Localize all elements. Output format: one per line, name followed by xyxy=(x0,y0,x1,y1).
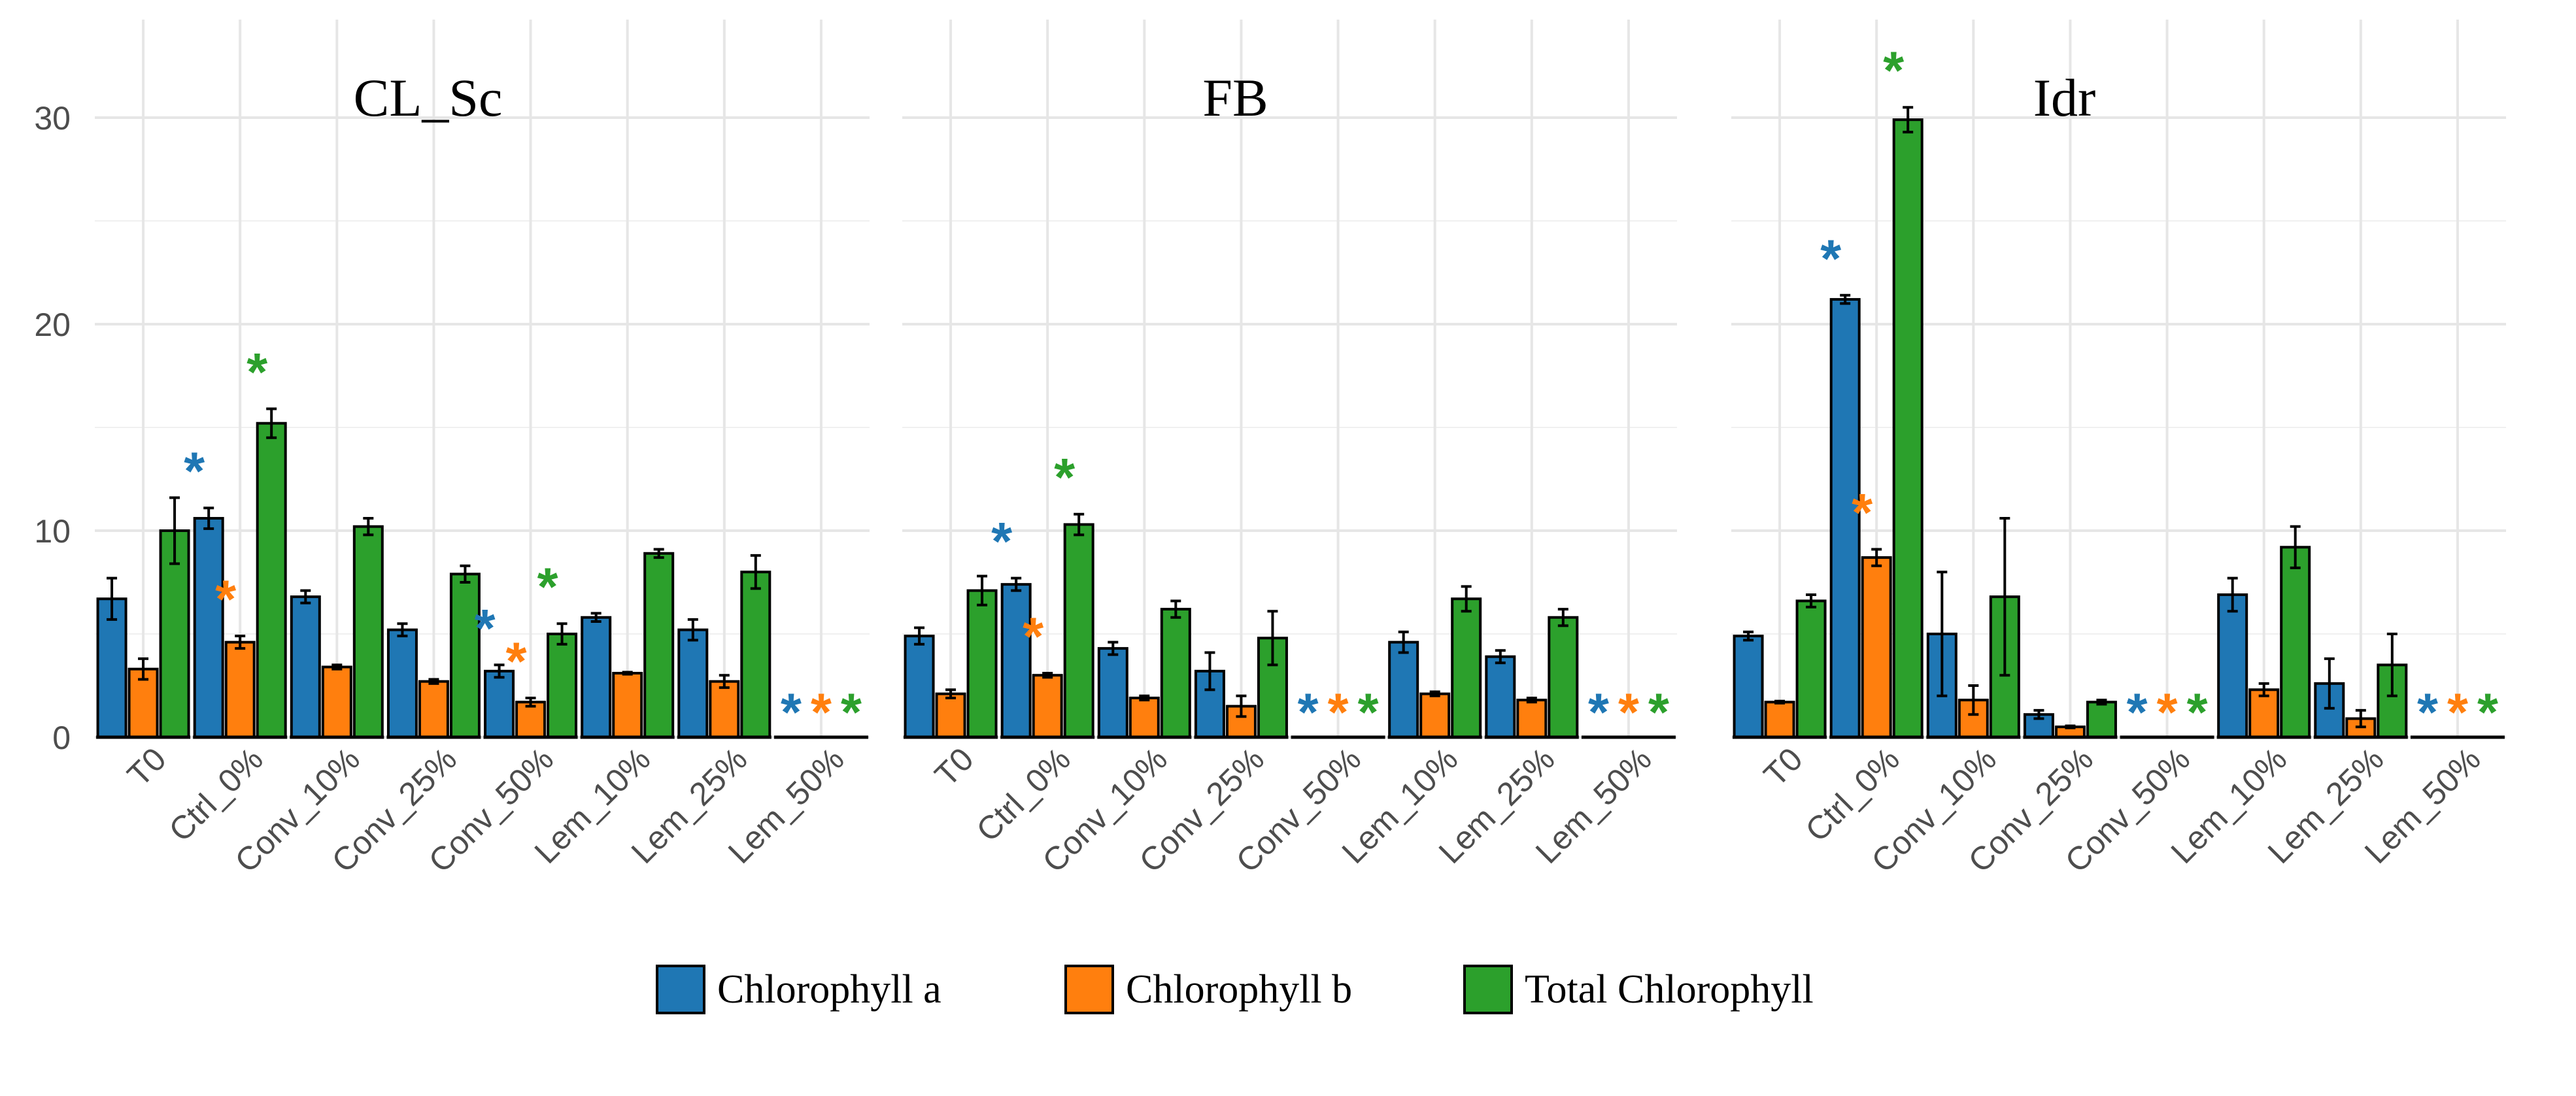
y-tick-label: 0 xyxy=(52,720,71,756)
bar-fb-conv-10-chlorophyll-a xyxy=(1097,647,1128,739)
bar-cl-sc-lem-25-total-chlorophyll xyxy=(740,571,771,739)
significance-star-chlorophyll-b: * xyxy=(811,683,832,742)
bar-cl-sc-t0-chlorophyll-a xyxy=(96,597,127,739)
significance-star-total-chlorophyll: * xyxy=(537,557,558,617)
bar-fb-lem-25-total-chlorophyll xyxy=(1548,616,1579,739)
significance-star-chlorophyll-b: * xyxy=(1328,683,1349,742)
significance-star-total-chlorophyll: * xyxy=(246,343,267,403)
bar-cl-sc-ctrl-0-total-chlorophyll xyxy=(256,422,287,739)
legend-swatch-total-chlorophyll xyxy=(1463,965,1513,1014)
significance-star-total-chlorophyll: * xyxy=(2477,683,2498,742)
bar-fb-conv-10-chlorophyll-b xyxy=(1128,696,1160,739)
x-tick-label: T0 xyxy=(1757,740,1810,793)
significance-star-total-chlorophyll: * xyxy=(1883,41,1904,101)
bar-fb-lem-10-chlorophyll-b xyxy=(1419,692,1451,739)
significance-star-chlorophyll-a: * xyxy=(781,683,802,742)
significance-star-chlorophyll-b: * xyxy=(506,632,527,691)
significance-star-total-chlorophyll: * xyxy=(1648,683,1669,742)
bar-fb-ctrl-0-total-chlorophyll xyxy=(1063,523,1094,739)
significance-star-chlorophyll-b: * xyxy=(1852,483,1873,542)
significance-star-chlorophyll-a: * xyxy=(2127,683,2148,742)
panel-title-cl-sc: CL_Sc xyxy=(354,68,503,127)
y-tick-label: 30 xyxy=(34,100,71,137)
bar-cl-sc-conv-10-chlorophyll-a xyxy=(290,595,321,739)
significance-star-total-chlorophyll: * xyxy=(2187,683,2208,742)
significance-star-chlorophyll-a: * xyxy=(991,512,1012,572)
bar-fb-lem-10-chlorophyll-a xyxy=(1388,640,1419,739)
legend-swatch-chlorophyll-a xyxy=(656,965,705,1014)
bar-cl-sc-lem-10-chlorophyll-b xyxy=(612,672,643,739)
significance-star-chlorophyll-a: * xyxy=(1820,229,1841,289)
bar-idr-t0-chlorophyll-b xyxy=(1764,701,1795,739)
bar-cl-sc-conv-10-chlorophyll-b xyxy=(321,665,352,739)
significance-star-chlorophyll-a: * xyxy=(1298,683,1319,742)
bar-fb-t0-total-chlorophyll xyxy=(966,589,998,739)
bar-fb-ctrl-0-chlorophyll-a xyxy=(1000,583,1032,739)
bar-cl-sc-ctrl-0-chlorophyll-b xyxy=(224,640,256,739)
bar-cl-sc-conv-25-chlorophyll-b xyxy=(418,680,449,739)
bar-cl-sc-conv-10-total-chlorophyll xyxy=(352,525,384,739)
bar-cl-sc-lem-25-chlorophyll-a xyxy=(677,628,709,739)
bar-cl-sc-conv-25-chlorophyll-a xyxy=(386,628,418,739)
x-tick-label: T0 xyxy=(928,740,981,793)
bar-cl-sc-lem-10-chlorophyll-a xyxy=(581,616,612,739)
bar-fb-ctrl-0-chlorophyll-b xyxy=(1032,674,1063,739)
y-tick-label: 20 xyxy=(34,307,71,343)
y-tick-label: 10 xyxy=(34,513,71,550)
bar-idr-lem-10-chlorophyll-a xyxy=(2217,593,2248,739)
bar-idr-lem-10-chlorophyll-b xyxy=(2248,688,2280,739)
bar-idr-ctrl-0-total-chlorophyll xyxy=(1892,118,1924,739)
significance-star-chlorophyll-b: * xyxy=(215,570,236,629)
bar-fb-t0-chlorophyll-b xyxy=(935,692,966,739)
significance-star-chlorophyll-a: * xyxy=(475,599,496,658)
significance-star-total-chlorophyll: * xyxy=(1358,683,1379,742)
panel-title-idr: Idr xyxy=(2033,68,2096,127)
significance-star-chlorophyll-b: * xyxy=(1023,607,1043,667)
significance-star-chlorophyll-b: * xyxy=(1618,683,1639,742)
legend-label-total-chlorophyll: Total Chlorophyll xyxy=(1525,967,1814,1012)
bar-idr-t0-chlorophyll-a xyxy=(1733,635,1764,739)
bar-cl-sc-lem-25-chlorophyll-b xyxy=(709,680,740,739)
bar-fb-lem-25-chlorophyll-a xyxy=(1485,655,1516,739)
bar-fb-lem-10-total-chlorophyll xyxy=(1451,597,1482,739)
legend-label-chlorophyll-b: Chlorophyll b xyxy=(1126,967,1352,1012)
bar-cl-sc-conv-50-total-chlorophyll xyxy=(547,633,578,739)
x-tick-label: T0 xyxy=(120,740,173,793)
significance-star-total-chlorophyll: * xyxy=(1054,448,1075,508)
bar-idr-lem-10-total-chlorophyll xyxy=(2280,546,2311,739)
bar-fb-t0-chlorophyll-a xyxy=(904,635,935,739)
bar-fb-lem-25-chlorophyll-b xyxy=(1516,699,1548,739)
bar-idr-conv-25-total-chlorophyll xyxy=(2086,701,2117,739)
significance-star-chlorophyll-b: * xyxy=(2447,683,2468,742)
bar-idr-t0-total-chlorophyll xyxy=(1795,599,1827,739)
bar-idr-ctrl-0-chlorophyll-b xyxy=(1861,556,1892,739)
significance-star-chlorophyll-a: * xyxy=(184,442,205,501)
significance-star-chlorophyll-b: * xyxy=(2157,683,2178,742)
significance-star-total-chlorophyll: * xyxy=(841,683,862,742)
legend-label-chlorophyll-a: Chlorophyll a xyxy=(717,967,941,1012)
bar-cl-sc-lem-10-total-chlorophyll xyxy=(643,552,675,739)
bar-cl-sc-ctrl-0-chlorophyll-a xyxy=(193,517,224,739)
significance-star-chlorophyll-a: * xyxy=(2417,683,2438,742)
legend-swatch-chlorophyll-b xyxy=(1064,965,1114,1014)
panel-title-fb: FB xyxy=(1202,68,1268,127)
bar-fb-conv-10-total-chlorophyll xyxy=(1160,608,1191,739)
significance-star-chlorophyll-a: * xyxy=(1588,683,1609,742)
